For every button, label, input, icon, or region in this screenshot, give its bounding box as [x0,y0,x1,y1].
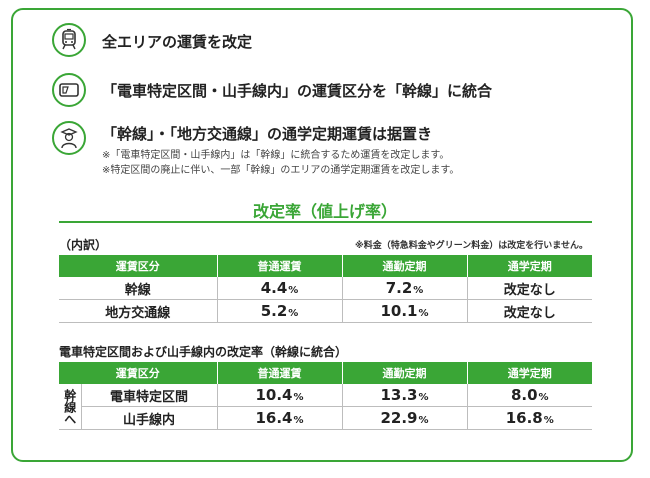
ic-card-icon [52,73,86,107]
note-2: ※特定区間の廃止に伴い、一部「幹線」のエリアの通学定期運賃を改定します。 [102,165,460,176]
note-1: ※「電車特定区間・山手線内」は「幹線」に統合するため運賃を改定します。 [102,150,450,161]
rate-table-unified: 運賃区分 普通運賃 通勤定期 通学定期 幹線へ 電車特定区間 10.4% 13.… [59,362,592,430]
tsukin-value: 10.1% [342,299,468,323]
tsugaku-value: 改定なし [467,277,592,300]
rate-title: 改定率（値上げ率） [252,202,397,221]
header-tsugaku: 通学定期 [467,362,592,384]
row-label: 地方交通線 [59,299,218,323]
breakdown-label: （内訳） [59,238,108,252]
table-header-row: 運賃区分 普通運賃 通勤定期 通学定期 [59,362,592,384]
futsu-value: 5.2% [217,299,343,323]
tsugaku-value: 16.8% [467,406,592,430]
group-label: 幹線へ [59,384,82,430]
tsukin-value: 7.2% [342,277,468,300]
header-futsu: 普通運賃 [217,362,343,384]
table-row: 山手線内 16.4% 22.9% 16.8% [59,406,592,430]
student-icon [52,121,86,155]
fee-note: ※料金（特急料金やグリーン料金）は改定を行いません。 [354,241,588,251]
table-row: 地方交通線 5.2% 10.1% 改定なし [59,299,592,323]
table-row: 幹線へ 電車特定区間 10.4% 13.3% 8.0% [59,384,592,430]
header-tsukin: 通勤定期 [342,255,468,277]
train-front-icon [52,23,86,57]
header-futsu: 普通運賃 [217,255,343,277]
point-unify-category: 「電車特定区間・山手線内」の運賃区分を「幹線」に統合 [102,82,493,100]
point-student-pass-frozen: 「幹線」・「地方交通線」の通学定期運賃は据置き [102,125,433,143]
header-category: 運賃区分 [59,255,218,277]
futsu-value: 10.4% [217,384,343,407]
row-label: 山手線内 [81,406,218,430]
futsu-value: 4.4% [217,277,343,300]
table-row: 幹線 4.4% 7.2% 改定なし [59,277,592,300]
tsukin-value: 22.9% [342,406,468,430]
header-category: 運賃区分 [59,362,218,384]
tsugaku-value: 改定なし [467,299,592,323]
header-tsugaku: 通学定期 [467,255,592,277]
row-label: 幹線 [59,277,218,300]
point-all-areas: 全エリアの運賃を改定 [102,33,253,51]
table-header-row: 運賃区分 普通運賃 通勤定期 通学定期 [59,255,592,277]
title-underline [59,221,592,223]
tsukin-value: 13.3% [342,384,468,407]
row-label: 電車特定区間 [81,384,218,407]
rate-table-main: 運賃区分 普通運賃 通勤定期 通学定期 幹線 4.4% 7.2% 改定なし 地方… [59,255,592,323]
header-tsukin: 通勤定期 [342,362,468,384]
sub-table-title: 電車特定区間および山手線内の改定率（幹線に統合） [59,345,348,359]
tsugaku-value: 8.0% [467,384,592,407]
futsu-value: 16.4% [217,406,343,430]
